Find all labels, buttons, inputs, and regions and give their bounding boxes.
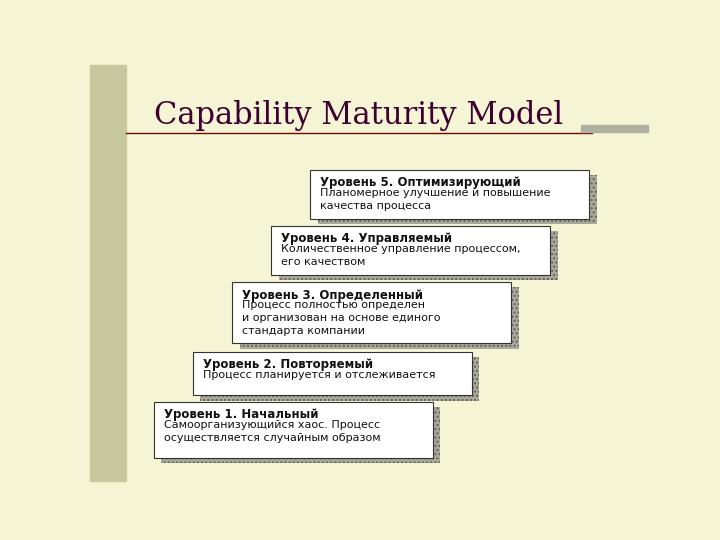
Bar — [310, 170, 590, 219]
Text: Уровень 3. Определенный: Уровень 3. Определенный — [243, 288, 423, 301]
Bar — [161, 407, 441, 463]
Text: Уровень 2. Повторяемый: Уровень 2. Повторяемый — [203, 359, 374, 372]
Bar — [240, 287, 518, 349]
Bar — [200, 357, 480, 401]
Text: Процесс полностью определен
и организован на основе единого
стандарта компании: Процесс полностью определен и организова… — [243, 300, 441, 336]
Bar — [271, 226, 550, 275]
Text: Процесс планируется и отслеживается: Процесс планируется и отслеживается — [203, 370, 436, 380]
Bar — [318, 175, 597, 224]
Bar — [90, 65, 126, 481]
Bar — [581, 125, 648, 132]
Text: Уровень 5. Оптимизирующий: Уровень 5. Оптимизирующий — [320, 176, 521, 189]
Text: Самоорганизующийся хаос. Процесс
осуществляется случайным образом: Самоорганизующийся хаос. Процесс осущест… — [164, 420, 381, 443]
Bar — [240, 287, 518, 349]
Text: Количественное управление процессом,
его качеством: Количественное управление процессом, его… — [282, 244, 521, 267]
Bar — [200, 357, 480, 401]
Text: Capability Maturity Model: Capability Maturity Model — [154, 100, 563, 131]
Bar — [233, 282, 511, 343]
Bar — [193, 352, 472, 395]
Text: Уровень 1. Начальный: Уровень 1. Начальный — [164, 408, 319, 421]
Text: Планомерное улучшение и повышение
качества процесса: Планомерное улучшение и повышение качест… — [320, 188, 551, 211]
Bar — [154, 402, 433, 458]
Bar — [318, 175, 597, 224]
Bar — [279, 231, 557, 280]
Text: Уровень 4. Управляемый: Уровень 4. Управляемый — [282, 232, 452, 245]
Bar — [161, 407, 441, 463]
Bar — [279, 231, 557, 280]
